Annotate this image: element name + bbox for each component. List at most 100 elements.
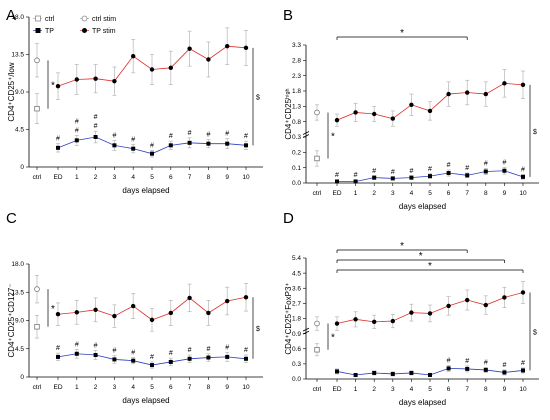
x-axis-title: days elapsed [399, 202, 446, 211]
data-point [168, 310, 173, 316]
x-tick-label: 4 [131, 384, 135, 391]
x-tick-label: 5 [428, 190, 432, 197]
data-point [112, 143, 117, 148]
legend-item-ctrl-stim: ctrl stim [80, 15, 116, 23]
data-point [314, 155, 320, 162]
significance-hash: # [484, 160, 488, 167]
x-tick-label: ctrl [313, 190, 322, 197]
x-axis-title: days elapsed [122, 186, 169, 195]
data-point [74, 310, 80, 315]
significance-star: * [331, 131, 335, 142]
y-axis-title: CD4⁺CD25⁺FoxP3⁺ [284, 282, 293, 354]
x-tick-label: 2 [372, 190, 376, 197]
data-point [520, 290, 526, 295]
data-point [131, 146, 136, 151]
x-tick-label: 3 [113, 174, 117, 181]
x-tick-label: 7 [188, 384, 192, 391]
y-axis-title: CD4⁺CD25ʰⁱᵍʰ [284, 88, 293, 139]
series-tp [335, 365, 525, 377]
data-point [206, 310, 211, 316]
data-point [187, 46, 192, 51]
significance-star: * [51, 81, 55, 92]
data-point [314, 347, 320, 353]
y-tick-label: 0.0 [292, 180, 301, 187]
data-point [465, 297, 470, 303]
x-tick-label: 2 [372, 386, 376, 393]
significance-hash: # [335, 172, 339, 179]
data-point [334, 321, 340, 326]
data-point [225, 43, 230, 49]
y-tick-label: 0 [20, 164, 24, 171]
x-tick-label: 9 [225, 384, 229, 391]
panel-letter: C [6, 210, 17, 227]
data-point [93, 135, 98, 139]
data-point [206, 57, 211, 62]
data-point [446, 366, 451, 371]
significance-hash: # [75, 341, 79, 348]
significance-hash: # [244, 133, 248, 140]
data-point [465, 173, 470, 178]
data-point [150, 151, 154, 156]
significance-hash: # [521, 167, 525, 174]
data-point [149, 67, 155, 72]
series-ctrl [314, 150, 320, 167]
data-point [334, 117, 340, 123]
legend-item-tp: TP [33, 28, 54, 35]
significance-hash: # [150, 354, 154, 361]
x-tick-label: 3 [113, 384, 117, 391]
significance-hash: # [225, 131, 229, 138]
significance-hash: # [225, 345, 229, 352]
x-tick-label: 7 [465, 190, 469, 197]
series-tp [335, 167, 525, 184]
x-tick-label: 1 [354, 386, 358, 393]
axis-break-mark [302, 327, 310, 332]
filled-circle-icon [82, 28, 87, 33]
data-point [225, 298, 230, 304]
data-point [428, 174, 432, 179]
data-point [390, 176, 395, 181]
significance-hash: # [391, 169, 395, 176]
axis-break-mark [302, 330, 310, 335]
significance-hash: # [94, 343, 98, 350]
data-point [187, 356, 192, 361]
x-tick-label: 3 [391, 190, 395, 197]
data-point [502, 370, 507, 375]
data-point [34, 57, 40, 64]
data-point [56, 145, 60, 150]
data-point [483, 169, 488, 174]
y-tick-label: 2.8 [292, 58, 301, 65]
legend: ctrl TP ctrl stim TP stim [33, 15, 116, 35]
data-point [149, 317, 155, 323]
x-tick-label: 8 [207, 384, 211, 391]
series-ctrl [34, 93, 40, 125]
x-tick-label: 9 [503, 190, 507, 197]
panel-letter: B [283, 7, 293, 24]
y-tick-label: 0.6 [292, 346, 301, 353]
axis-break-mark [302, 131, 310, 135]
significance-dollar: $ [256, 95, 260, 102]
y-tick-label: 9.0 [15, 89, 24, 96]
significance-hash: # [75, 118, 79, 125]
x-tick-label: 3 [391, 386, 395, 393]
comparison-star: * [400, 28, 404, 39]
significance-star: * [331, 333, 335, 344]
y-axis-title: CD4⁺CD25⁺CD127⁻ [7, 283, 16, 357]
data-point [483, 302, 488, 308]
y-tick-label: 13.5 [11, 52, 24, 59]
data-point [243, 45, 249, 51]
significance-hash: # [428, 166, 432, 173]
data-point [353, 179, 358, 184]
legend-label-tp-stim: TP stim [92, 28, 116, 35]
data-point [372, 175, 377, 180]
data-point [446, 303, 451, 309]
comparison-star: * [400, 241, 404, 252]
significance-star: * [51, 304, 55, 315]
x-tick-label: ED [332, 386, 341, 393]
x-tick-label: ctrl [33, 384, 42, 391]
data-point [335, 179, 339, 184]
significance-hash: # [244, 347, 248, 354]
y-tick-label: 2.7 [292, 301, 301, 308]
chart-panel-d: D 0.0 0.3 0.6 0.9 1.8 2.7 3.6 4.5 5.4 ctrl ED 1 2 3 4 5 6… [283, 210, 539, 407]
panel-letter: D [283, 210, 294, 227]
